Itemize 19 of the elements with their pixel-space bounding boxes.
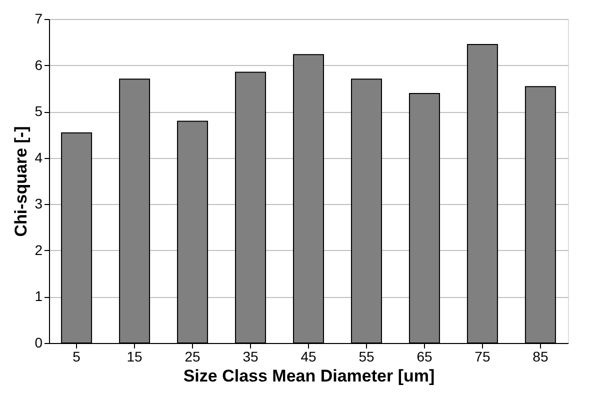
y-tick-label: 0 [34, 334, 43, 350]
x-tick-label: 75 [474, 348, 490, 364]
x-tick-label: 35 [242, 348, 259, 364]
x-tick-label: 15 [126, 348, 143, 364]
y-tick-label: 1 [34, 288, 43, 304]
y-tick-label: 4 [34, 149, 43, 166]
x-tick-label: 45 [300, 348, 316, 364]
y-tick-label: 2 [34, 242, 43, 258]
x-axis-title: Size Class Mean Diameter [um] [183, 366, 435, 386]
y-tick-label: 5 [34, 103, 43, 120]
x-tick-label: 65 [416, 348, 432, 364]
x-tick-label: 85 [532, 348, 548, 364]
x-tick-label: 55 [358, 348, 374, 364]
y-tick-label: 3 [34, 196, 43, 212]
y-axis-title: Chi-square [-] [12, 126, 31, 237]
y-tick-label: 6 [34, 56, 43, 73]
y-tick-label: 7 [34, 10, 43, 26]
x-tick-label: 5 [72, 348, 81, 364]
x-tick-label: 25 [184, 348, 201, 364]
